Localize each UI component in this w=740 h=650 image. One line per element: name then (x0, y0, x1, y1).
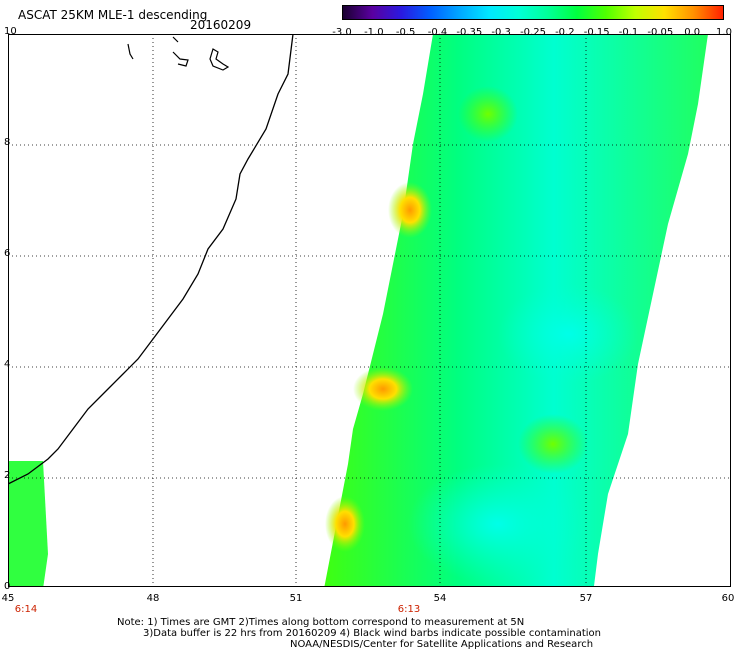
colorbar-tick-label: -3.0 (332, 27, 352, 38)
x-tick-label: 57 (579, 593, 593, 604)
colorbar-tick-label: -0.2 (555, 27, 575, 38)
mid-value-patch (458, 86, 518, 142)
y-tick-label: 2 (4, 470, 11, 481)
colorbar-tick-label: -0.35 (456, 27, 483, 38)
y-tick-label: 6 (4, 248, 11, 259)
coastline (8, 34, 294, 485)
plot-frame (8, 34, 731, 587)
colorbar-tick-label: -0.05 (647, 27, 674, 38)
colorbar-tick-label: 1.0 (716, 27, 732, 38)
grid-lines (8, 34, 731, 587)
low-value-patch (498, 284, 638, 384)
island (127, 36, 230, 71)
x-tick-label: 51 (289, 593, 303, 604)
swath-left-edge (8, 461, 48, 587)
colorbar-tick-label: -0.5 (395, 27, 416, 38)
colorbar-tick-label: -0.15 (583, 27, 610, 38)
colorbar-tick-label: -0.1 (618, 27, 639, 38)
y-tick-label: 0 (4, 581, 11, 592)
x-tick-label: 45 (1, 593, 15, 604)
colorbar-tick-label: -1.0 (364, 27, 384, 38)
colorbar-tick-label: -0.4 (427, 27, 448, 38)
map-title: ASCAT 25KM MLE-1 descending (18, 8, 208, 22)
map-date: 20160209 (190, 18, 252, 32)
colorbar (342, 5, 724, 20)
high-value-patch (388, 182, 432, 238)
scatterometer-swath (324, 34, 708, 587)
footnote-line-2: 3)Data buffer is 22 hrs from 20160209 4)… (143, 628, 601, 639)
y-tick-label: 10 (4, 26, 17, 37)
footnote-line-1: Note: 1) Times are GMT 2)Times along bot… (117, 617, 525, 628)
footnote-line-3: NOAA/NESDIS/Center for Satellite Applica… (290, 639, 594, 650)
y-tick-label: 4 (4, 359, 11, 370)
map-plot (8, 34, 731, 587)
time-label-swath: 6:13 (397, 604, 421, 615)
time-label-left: 6:14 (14, 604, 38, 615)
colorbar-tick-label: -0.3 (491, 27, 511, 38)
x-tick-label: 48 (146, 593, 160, 604)
high-value-patch (325, 496, 365, 552)
x-tick-label: 54 (433, 593, 447, 604)
high-value-patch (353, 367, 413, 411)
colorbar-tick-label: -0.25 (520, 27, 546, 38)
x-tick-label: 60 (721, 593, 735, 604)
colorbar-tick-label: 0.0 (684, 27, 701, 38)
low-value-patch (408, 464, 588, 584)
y-tick-label: 8 (4, 137, 11, 148)
mid-value-patch (518, 414, 588, 474)
